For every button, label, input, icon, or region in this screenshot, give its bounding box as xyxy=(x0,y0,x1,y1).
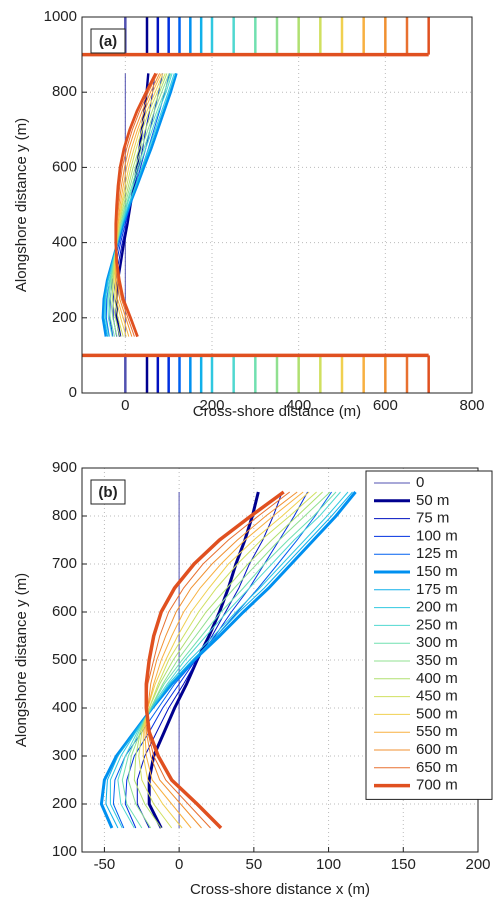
legend-label: 150 m xyxy=(416,563,458,580)
x-tick-label: -50 xyxy=(94,856,116,873)
y-tick-label: 800 xyxy=(52,507,77,524)
y-axis-label: Alongshore distance y (m) xyxy=(13,118,30,292)
y-axis-label: Alongshore distance y (m) xyxy=(13,573,30,747)
y-tick-label: 400 xyxy=(52,234,77,251)
y-tick-label: 900 xyxy=(52,459,77,476)
shoreline xyxy=(114,72,157,338)
x-tick-label: 800 xyxy=(459,397,484,414)
panel-label: (b) xyxy=(98,484,117,501)
x-axis-label: Cross-shore distance (m) xyxy=(193,403,361,420)
shoreline xyxy=(110,73,170,337)
y-tick-label: 100 xyxy=(52,843,77,860)
legend-label: 500 m xyxy=(416,705,458,722)
y-tick-label: 300 xyxy=(52,747,77,764)
plot-area xyxy=(82,17,472,393)
axes-frame xyxy=(81,16,473,394)
legend-label: 600 m xyxy=(416,741,458,758)
y-tick-label: 400 xyxy=(52,699,77,716)
x-tick-label: 600 xyxy=(373,397,398,414)
shoreline xyxy=(104,73,175,337)
y-tick-label: 200 xyxy=(52,795,77,812)
y-tick-label: 700 xyxy=(52,555,77,572)
shoreline xyxy=(111,73,168,337)
legend-label: 450 m xyxy=(416,688,458,705)
legend-label: 175 m xyxy=(416,581,458,598)
panel-label: (a) xyxy=(99,33,117,50)
shoreline xyxy=(114,73,162,337)
y-tick-label: 600 xyxy=(52,158,77,175)
x-tick-label: 150 xyxy=(391,856,416,873)
shoreline xyxy=(103,73,177,337)
x-tick-label: 200 xyxy=(465,856,490,873)
x-tick-label: 50 xyxy=(246,856,263,873)
shoreline xyxy=(144,490,285,830)
y-tick-label: 500 xyxy=(52,651,77,668)
panel-label-box xyxy=(90,479,126,505)
panel-label-box xyxy=(90,28,126,54)
legend-label: 300 m xyxy=(416,634,458,651)
shoreline xyxy=(105,491,353,829)
y-tick-label: 800 xyxy=(52,83,77,100)
shoreline xyxy=(117,491,341,829)
legend-label: 125 m xyxy=(416,545,458,562)
panel: 0 200 400 600 800 0 200 400 600 800 1000 (a) Cross-s… xyxy=(13,8,485,420)
legend-label: 200 m xyxy=(416,599,458,616)
shoreline xyxy=(145,491,298,829)
y-tick-label: 600 xyxy=(52,603,77,620)
legend-label: 100 m xyxy=(416,527,458,544)
shoreline xyxy=(145,491,291,829)
legend-label: 0 xyxy=(416,474,424,491)
legend-label: 700 m xyxy=(416,777,458,794)
shoreline xyxy=(136,491,283,829)
y-tick-label: 0 xyxy=(69,384,77,401)
legend-label: 400 m xyxy=(416,670,458,687)
x-tick-label: 400 xyxy=(286,397,311,414)
y-tick-label: 200 xyxy=(52,309,77,326)
shoreline xyxy=(144,491,304,829)
x-tick-label: 200 xyxy=(199,397,224,414)
shoreline xyxy=(115,73,161,337)
shoreline xyxy=(109,491,349,829)
legend-label: 650 m xyxy=(416,759,458,776)
x-tick-label: 100 xyxy=(316,856,341,873)
shoreline xyxy=(99,491,357,829)
shoreline xyxy=(138,491,317,829)
legend-label: 250 m xyxy=(416,616,458,633)
x-tick-label: 0 xyxy=(175,856,183,873)
shoreline xyxy=(127,491,331,829)
x-tick-label: 0 xyxy=(121,397,129,414)
legend-label: 50 m xyxy=(416,492,449,509)
legend-label: 550 m xyxy=(416,723,458,740)
shoreline xyxy=(121,491,337,829)
legend-label: 75 m xyxy=(416,510,449,527)
shoreline xyxy=(133,491,323,829)
x-axis-label: Cross-shore distance x (m) xyxy=(190,881,370,898)
legend-box xyxy=(365,470,493,800)
shoreline xyxy=(142,491,310,829)
shoreline xyxy=(114,73,164,337)
shoreline xyxy=(113,73,166,337)
shoreline xyxy=(108,73,172,337)
shoreline xyxy=(107,73,173,337)
y-tick-label: 1000 xyxy=(44,8,77,25)
legend-label: 350 m xyxy=(416,652,458,669)
